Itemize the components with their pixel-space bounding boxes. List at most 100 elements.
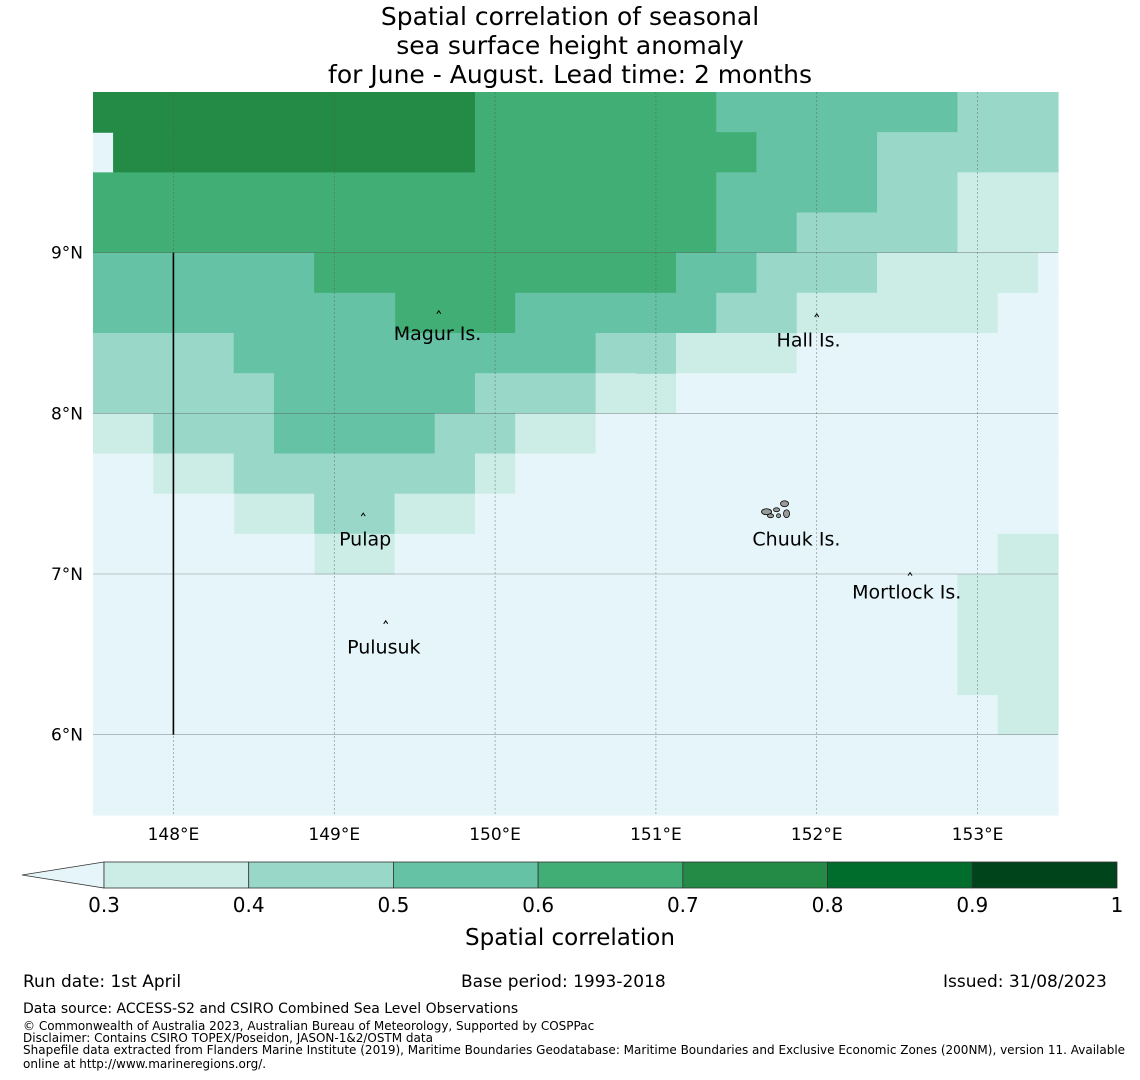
correlation-cell	[233, 373, 275, 414]
lon-tick-label: 153°E	[952, 825, 1004, 845]
correlation-cell	[93, 734, 1059, 816]
map-figure: Magur Is. Hall Is. Pulap Chuuk Is. Mortlock …	[21, 92, 1124, 951]
correlation-cell	[716, 292, 798, 334]
base-period: Base period: 1993-2018	[461, 972, 666, 992]
correlation-cell	[957, 92, 1059, 133]
run-date: Run date: 1st April	[23, 972, 182, 992]
copyright: © Commonwealth of Australia 2023, Austra…	[23, 1019, 595, 1033]
correlation-cell	[93, 92, 476, 133]
correlation-cell	[877, 132, 1059, 173]
lon-tick-label: 150°E	[469, 825, 521, 845]
colorbar-extend-arrow	[21, 861, 105, 889]
correlation-cell	[555, 252, 677, 294]
lon-tick-label: 148°E	[148, 825, 200, 845]
correlation-cell	[93, 172, 717, 254]
correlation-cell	[153, 413, 275, 455]
correlation-cell	[314, 292, 396, 334]
correlation-cell	[716, 92, 959, 133]
shapefile-credit-line-1: Shapefile data extracted from Flanders M…	[23, 1043, 1126, 1057]
colorbar-swatch	[103, 861, 250, 889]
correlation-cell	[515, 292, 717, 334]
correlation-cell	[394, 533, 999, 736]
correlation-cell	[434, 413, 516, 455]
correlation-cell	[796, 292, 999, 334]
map-title: Spatial correlation of seasonal sea surf…	[0, 2, 1140, 89]
correlation-cell	[515, 252, 556, 294]
island-shape	[814, 313, 820, 318]
disclaimer: Disclaimer: Contains CSIRO TOPEX/Poseido…	[23, 1031, 433, 1045]
correlation-cell	[314, 252, 396, 294]
correlation-cell	[93, 533, 315, 736]
colorbar-swatch	[827, 861, 973, 889]
colorbar-swatch	[537, 861, 684, 889]
correlation-cell	[153, 453, 235, 495]
island-shape	[776, 513, 781, 519]
colorbar-swatch	[248, 861, 394, 889]
correlation-cell	[474, 373, 597, 414]
correlation-cell	[233, 252, 315, 334]
place-labels: Magur Is. Hall Is. Pulap Chuuk Is. Mortlock …	[339, 309, 961, 658]
colorbar-tick-label: 0.9	[956, 893, 988, 917]
island-shape	[761, 508, 772, 516]
colorbar-tick-label: 0.4	[233, 893, 265, 917]
title-line-3: for June - August. Lead time: 2 months	[328, 60, 812, 89]
correlation-cell	[93, 413, 154, 455]
place-label: Pulap	[339, 529, 391, 551]
colorbar-tick-label: 0.7	[667, 893, 699, 917]
lon-tick-label: 151°E	[630, 825, 682, 845]
correlation-cell	[595, 373, 677, 414]
correlation-cell	[595, 333, 637, 374]
correlation-cell	[595, 413, 1059, 455]
island-shape	[783, 509, 790, 519]
correlation-cell	[93, 493, 235, 535]
correlation-cell	[515, 413, 597, 455]
colorbar-tick-label: 0.5	[378, 893, 410, 917]
correlation-cell	[394, 252, 516, 334]
lat-tick-label: 9°N	[51, 244, 83, 264]
lat-tick-label: 7°N	[51, 565, 83, 585]
colorbar-tick-label: 1	[1111, 893, 1124, 917]
data-source: Data source: ACCESS-S2 and CSIRO Combine…	[23, 1001, 519, 1017]
place-label: Hall Is.	[777, 329, 841, 351]
place-label: Mortlock Is.	[852, 582, 961, 604]
colorbar-tick-label: 0.8	[812, 893, 844, 917]
correlation-cell	[314, 493, 396, 535]
correlation-cell	[676, 333, 798, 374]
correlation-cell	[796, 333, 1059, 374]
correlation-cell	[1037, 252, 1059, 294]
correlation-cell	[957, 212, 1059, 254]
correlation-cell	[515, 453, 1059, 495]
correlation-cell	[93, 252, 235, 334]
correlation-cell	[233, 493, 315, 535]
island-shape	[360, 512, 366, 517]
correlation-cell	[314, 533, 396, 575]
island-shape	[383, 619, 389, 625]
correlation-cell	[957, 172, 1059, 214]
correlation-cell	[997, 292, 1059, 334]
place-label: Pulusuk	[347, 636, 420, 658]
correlation-cell	[273, 413, 436, 455]
island-shape	[907, 571, 913, 576]
lon-tick-label: 152°E	[791, 825, 843, 845]
colorbar-swatch	[682, 861, 828, 889]
correlation-cell	[394, 493, 476, 535]
island-shape	[767, 513, 774, 519]
map-axes: 148°E 149°E 150°E 151°E 152°E 153°E 6°N 7°N 8°N 9…	[51, 244, 1003, 845]
place-label: Magur Is.	[394, 323, 482, 345]
colorbar-tick-label: 0.3	[88, 893, 120, 917]
lat-tick-label: 8°N	[51, 404, 83, 424]
island-shape	[436, 309, 442, 314]
correlation-cell	[555, 333, 597, 374]
colorbar-swatch	[393, 861, 539, 889]
correlation-cell	[676, 132, 758, 173]
island-shape	[780, 500, 789, 508]
correlation-cell	[716, 172, 798, 254]
correlation-cell	[796, 212, 959, 254]
issued-date: Issued: 31/08/2023	[943, 972, 1107, 992]
correlation-cell	[233, 333, 275, 374]
correlation-cell	[877, 252, 1039, 294]
correlation-cell	[796, 172, 878, 214]
colorbar: 0.3 0.4 0.5 0.6 0.7 0.8 0.9 1 Spatial correlatio…	[21, 861, 1124, 951]
correlation-cell	[93, 453, 154, 495]
correlation-cell	[877, 172, 959, 214]
